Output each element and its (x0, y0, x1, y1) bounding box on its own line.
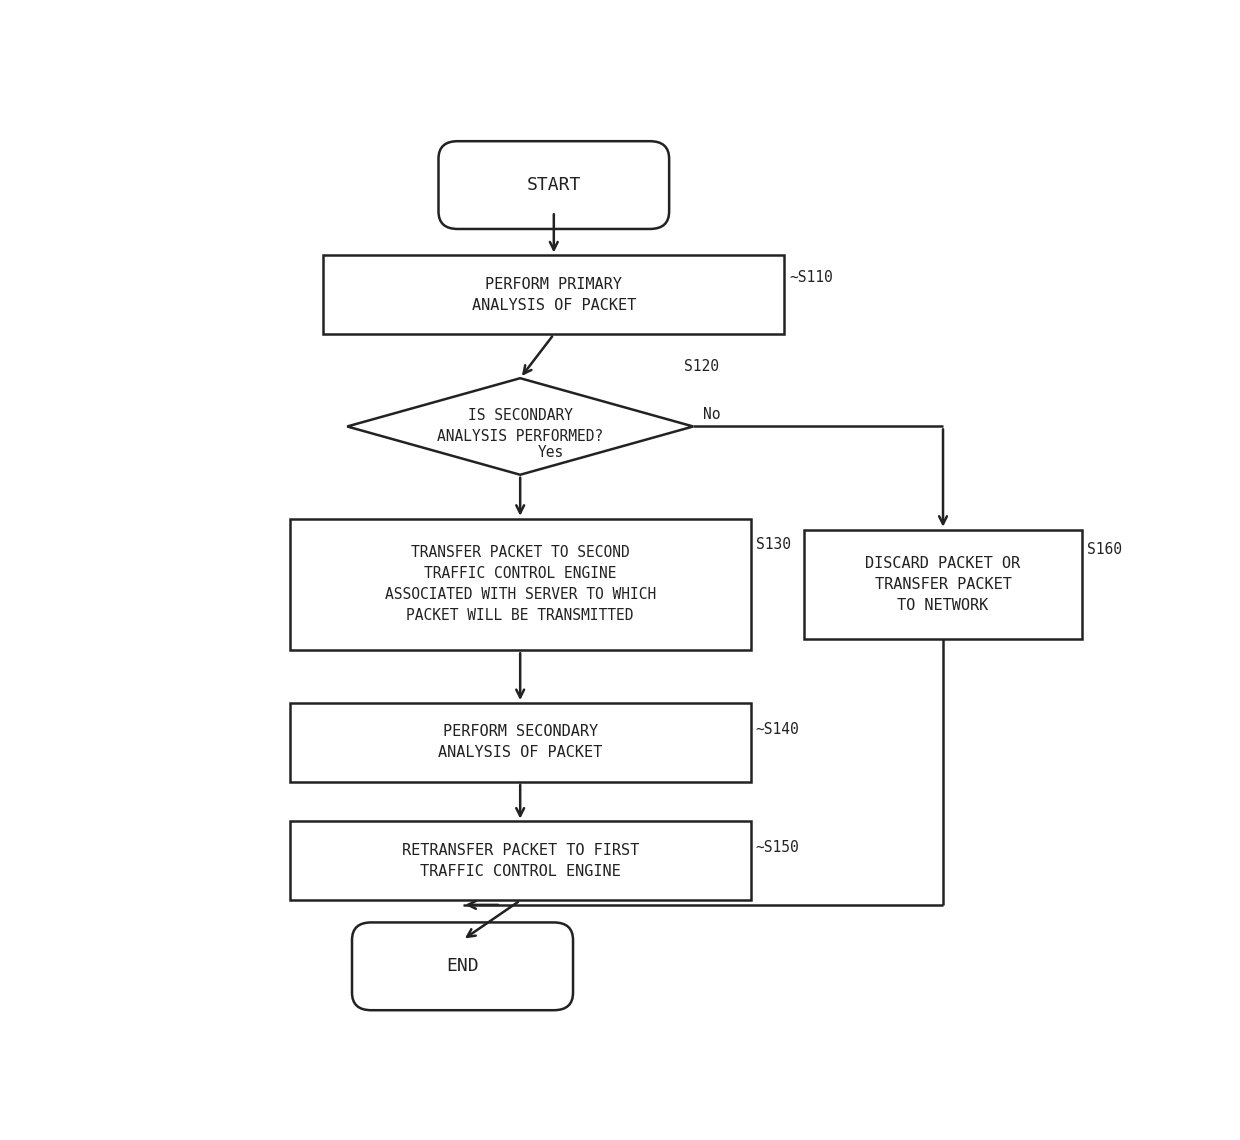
Polygon shape (347, 378, 693, 474)
Text: S120: S120 (683, 359, 718, 374)
Text: ~S110: ~S110 (789, 270, 833, 285)
Text: S160: S160 (1087, 542, 1122, 556)
Text: PERFORM SECONDARY
ANALYSIS OF PACKET: PERFORM SECONDARY ANALYSIS OF PACKET (438, 725, 603, 760)
Text: S130: S130 (755, 537, 791, 553)
Text: ~S140: ~S140 (755, 722, 800, 736)
Text: TRANSFER PACKET TO SECOND
TRAFFIC CONTROL ENGINE
ASSOCIATED WITH SERVER TO WHICH: TRANSFER PACKET TO SECOND TRAFFIC CONTRO… (384, 545, 656, 624)
Bar (290, 519, 750, 650)
Bar (290, 822, 750, 901)
Text: IS SECONDARY
ANALYSIS PERFORMED?: IS SECONDARY ANALYSIS PERFORMED? (436, 408, 604, 445)
Bar (324, 255, 785, 334)
Bar (804, 530, 1083, 640)
Text: RETRANSFER PACKET TO FIRST
TRAFFIC CONTROL ENGINE: RETRANSFER PACKET TO FIRST TRAFFIC CONTR… (402, 842, 639, 879)
FancyBboxPatch shape (352, 922, 573, 1010)
FancyBboxPatch shape (439, 141, 670, 229)
Text: PERFORM PRIMARY
ANALYSIS OF PACKET: PERFORM PRIMARY ANALYSIS OF PACKET (471, 277, 636, 312)
Bar (290, 703, 750, 782)
Text: No: No (703, 407, 720, 422)
Text: END: END (446, 958, 479, 976)
Text: Yes: Yes (537, 446, 564, 461)
Text: DISCARD PACKET OR
TRANSFER PACKET
TO NETWORK: DISCARD PACKET OR TRANSFER PACKET TO NET… (866, 556, 1021, 613)
Text: START: START (527, 176, 582, 194)
Text: ~S150: ~S150 (755, 840, 800, 855)
